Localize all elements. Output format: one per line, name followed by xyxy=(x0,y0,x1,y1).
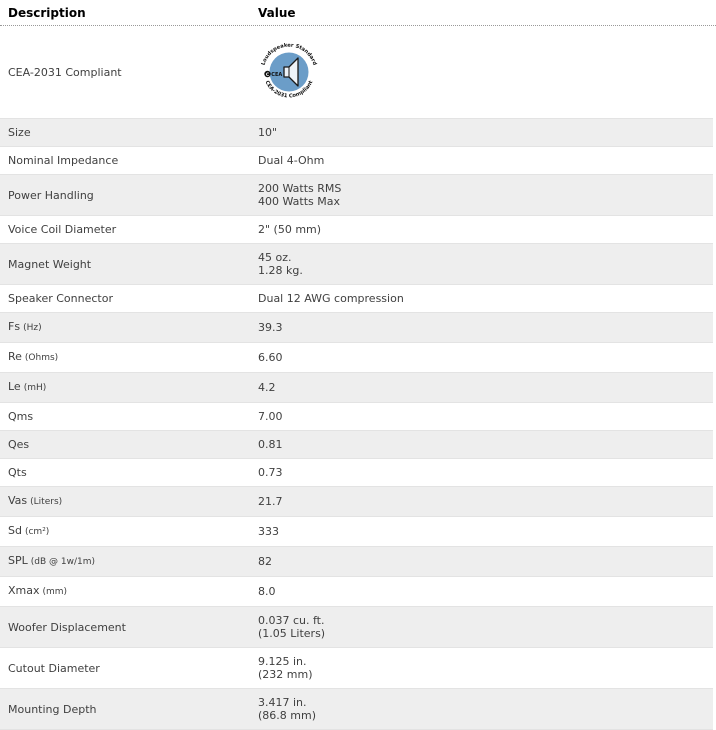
spec-value: 2" (50 mm) xyxy=(258,223,322,236)
spec-label: Mounting Depth xyxy=(8,696,258,723)
spec-value: Loudspeaker Standard CEA-2031 Compliant … xyxy=(258,26,320,118)
table-row: Qts 0.73 xyxy=(0,459,713,486)
spec-label: Sd (cm²) xyxy=(8,517,258,546)
spec-label: Speaker Connector xyxy=(8,285,258,312)
table-row: Vas (Liters) 21.7 xyxy=(0,486,713,517)
spec-unit-text: (mH) xyxy=(23,383,47,393)
spec-label-text: Qes xyxy=(8,438,30,451)
spec-label-text: SPL xyxy=(8,554,28,567)
table-row-cea-compliance: CEA-2031 Compliant Loudspeaker Standard … xyxy=(0,26,713,118)
spec-rows-container: Size 10" Nominal Impedance Dual 4-Ohm Po… xyxy=(0,118,716,730)
spec-value: 4.2 xyxy=(258,381,276,394)
table-row: Le (mH) 4.2 xyxy=(0,372,713,403)
table-row: Voice Coil Diameter 2" (50 mm) xyxy=(0,216,713,243)
table-row: Qes 0.81 xyxy=(0,430,713,459)
spec-label: CEA-2031 Compliant xyxy=(8,59,258,86)
spec-label-text: Vas xyxy=(8,494,28,507)
table-row: Speaker Connector Dual 12 AWG compressio… xyxy=(0,285,713,312)
spec-value: 45 oz. 1.28 kg. xyxy=(258,251,303,277)
spec-value: 10" xyxy=(258,126,278,139)
spec-label-text: Fs xyxy=(8,320,21,333)
spec-value: 9.125 in. (232 mm) xyxy=(258,655,313,681)
spec-value: 21.7 xyxy=(258,495,283,508)
spec-label: Cutout Diameter xyxy=(8,655,258,682)
table-row: Size 10" xyxy=(0,118,713,147)
spec-label: Le (mH) xyxy=(8,373,258,402)
spec-unit-text: (Hz) xyxy=(23,323,42,333)
spec-label-text: Nominal Impedance xyxy=(8,154,119,167)
spec-label-text: Xmax xyxy=(8,584,40,597)
spec-label: Vas (Liters) xyxy=(8,487,258,516)
spec-label-text: Speaker Connector xyxy=(8,292,113,305)
spec-value: 200 Watts RMS 400 Watts Max xyxy=(258,182,342,208)
table-row: Fs (Hz) 39.3 xyxy=(0,312,713,343)
spec-label-text: CEA-2031 Compliant xyxy=(8,65,122,79)
table-row: Xmax (mm) 8.0 xyxy=(0,577,713,606)
spec-label-text: Mounting Depth xyxy=(8,702,97,716)
spec-label-text: Size xyxy=(8,126,31,139)
table-row: Mounting Depth 3.417 in. (86.8 mm) xyxy=(0,688,713,730)
spec-label: SPL (dB @ 1w/1m) xyxy=(8,547,258,576)
spec-label-text: Re xyxy=(8,350,22,363)
table-row: Power Handling 200 Watts RMS 400 Watts M… xyxy=(0,174,713,216)
spec-label: Woofer Displacement xyxy=(8,614,258,641)
spec-value: 7.00 xyxy=(258,410,283,423)
spec-label-text: Le xyxy=(8,380,21,393)
spec-unit-text: (mm) xyxy=(42,587,68,597)
table-row: Woofer Displacement 0.037 cu. ft. (1.05 … xyxy=(0,606,713,648)
spec-value: 0.73 xyxy=(258,466,283,479)
spec-label-text: Qms xyxy=(8,410,34,423)
spec-label: Voice Coil Diameter xyxy=(8,216,258,243)
spec-value: 6.60 xyxy=(258,351,283,364)
table-row: Nominal Impedance Dual 4-Ohm xyxy=(0,147,713,174)
spec-unit-text: (dB @ 1w/1m) xyxy=(30,557,95,567)
table-row: Magnet Weight 45 oz. 1.28 kg. xyxy=(0,243,713,285)
cea-mark-circle xyxy=(264,70,271,78)
table-row: SPL (dB @ 1w/1m) 82 xyxy=(0,546,713,577)
cea-2031-logo-icon: Loudspeaker Standard CEA-2031 Compliant … xyxy=(261,43,318,99)
spec-label: Nominal Impedance xyxy=(8,147,258,174)
spec-label: Magnet Weight xyxy=(8,251,258,278)
spec-label-text: Voice Coil Diameter xyxy=(8,223,117,236)
spec-label: Power Handling xyxy=(8,182,258,209)
spec-label: Qts xyxy=(8,459,258,486)
spec-label: Qes xyxy=(8,431,258,458)
spec-label-text: Sd xyxy=(8,524,22,537)
spec-value: Dual 12 AWG compression xyxy=(258,292,404,305)
spec-value: 82 xyxy=(258,555,272,568)
column-header-value: Value xyxy=(258,5,296,20)
spec-label-text: Qts xyxy=(8,466,27,479)
spec-value: 333 xyxy=(258,525,279,538)
table-row: Cutout Diameter 9.125 in. (232 mm) xyxy=(0,648,713,688)
spec-label: Fs (Hz) xyxy=(8,313,258,342)
spec-value: 0.81 xyxy=(258,438,283,451)
spec-label: Qms xyxy=(8,403,258,430)
spec-label-text: Power Handling xyxy=(8,188,94,202)
table-header-row: Description Value xyxy=(0,0,716,26)
table-row: Qms 7.00 xyxy=(0,403,713,430)
spec-unit-text: (cm²) xyxy=(24,527,50,537)
spec-label: Size xyxy=(8,119,258,146)
cea-mark-letter: C xyxy=(266,72,270,78)
spec-label-text: Cutout Diameter xyxy=(8,661,100,675)
cea-mark-text: CEA xyxy=(271,72,282,78)
table-row: Re (Ohms) 6.60 xyxy=(0,343,713,372)
spec-value: 0.037 cu. ft. (1.05 Liters) xyxy=(258,614,326,640)
column-header-description: Description xyxy=(8,5,86,20)
spec-unit-text: (Ohms) xyxy=(24,353,59,363)
spec-value: Dual 4-Ohm xyxy=(258,154,325,167)
spec-label-text: Woofer Displacement xyxy=(8,620,126,634)
table-row: Sd (cm²) 333 xyxy=(0,517,713,546)
spec-value: 3.417 in. (86.8 mm) xyxy=(258,696,317,722)
spec-label-text: Magnet Weight xyxy=(8,257,92,271)
spec-value: 8.0 xyxy=(258,585,276,598)
spec-label: Re (Ohms) xyxy=(8,343,258,372)
spec-label: Xmax (mm) xyxy=(8,577,258,606)
spec-value: 39.3 xyxy=(258,321,283,334)
spec-unit-text: (Liters) xyxy=(30,497,63,507)
